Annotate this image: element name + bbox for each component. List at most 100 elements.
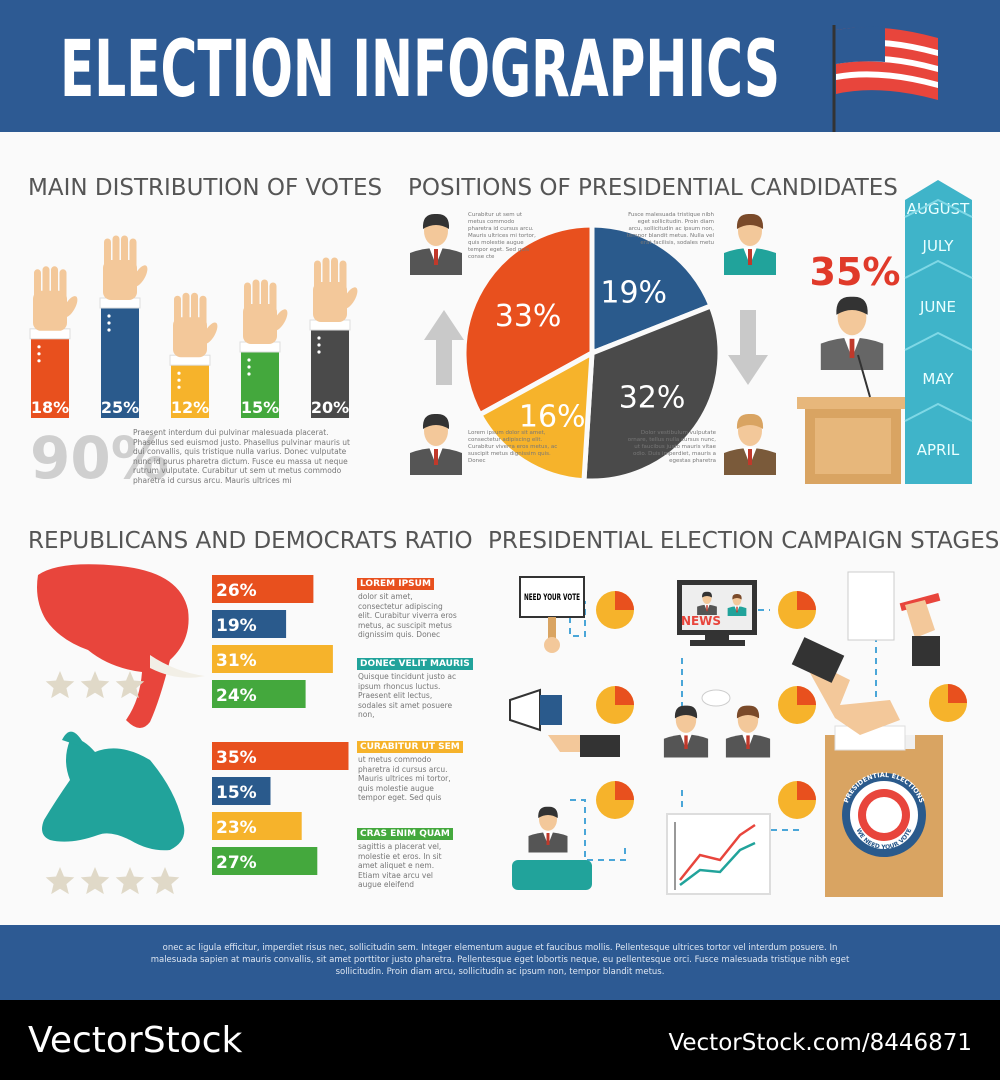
note-heading: LOREM IPSUM <box>357 578 434 590</box>
star <box>150 867 180 895</box>
podium <box>815 418 891 474</box>
campaign-stages <box>544 637 560 653</box>
section-title: POSITIONS OF PRESIDENTIAL CANDIDATES <box>408 175 898 201</box>
person-hair <box>422 413 450 429</box>
ratio-bar <box>212 847 318 875</box>
star <box>115 867 145 895</box>
ratio-bar <box>212 645 333 673</box>
person-hair <box>732 594 742 600</box>
arrows <box>424 310 768 385</box>
campaign-stages <box>580 735 620 757</box>
sleeve-button <box>317 336 321 340</box>
watermark: VectorStock.com/8446871 <box>668 1030 972 1056</box>
sleeve-button <box>107 321 111 325</box>
pie-slice <box>589 222 715 357</box>
mini-pie-wedge <box>948 684 967 703</box>
ratio-label: 26% <box>216 581 257 601</box>
donkey <box>62 731 86 748</box>
month-label: JUNE <box>919 298 956 316</box>
palm <box>103 260 137 300</box>
vote-bar <box>31 338 69 418</box>
sleeve-button <box>107 328 111 332</box>
footer-text: onec ac ligula efficitur, imperdiet risu… <box>150 943 850 977</box>
vote-bar <box>311 330 349 418</box>
campaign-stages <box>548 617 556 647</box>
palm <box>173 317 207 358</box>
stars <box>45 671 180 895</box>
mini-pies <box>596 591 967 819</box>
person-hair <box>736 213 764 229</box>
vote-label: 12% <box>171 398 209 417</box>
campaign-stages <box>679 841 756 886</box>
sign-text: NEED YOUR VOTE <box>524 593 580 603</box>
mini-pie-wedge <box>615 591 634 610</box>
flag <box>836 39 938 88</box>
ratio-label: 15% <box>216 783 257 803</box>
person-tie <box>434 249 438 265</box>
note-text: sagittis a placerat vel, molestie et ero… <box>358 842 442 889</box>
finger <box>269 282 277 317</box>
total-label: 90% <box>30 424 169 492</box>
person-hair <box>538 806 558 818</box>
finger <box>104 238 111 273</box>
ratio-label: 31% <box>216 651 257 671</box>
ratio-chart: 26% 19% 31% 24% 35% 15% 23% 27% <box>212 575 349 875</box>
finger <box>59 269 67 304</box>
finger <box>51 266 58 301</box>
note-text: dolor sit amet, consectetur adipiscing e… <box>358 592 457 639</box>
person-hair <box>702 591 712 598</box>
section-title: PRESIDENTIAL ELECTION CAMPAIGN STAGES <box>488 528 999 554</box>
thumb <box>342 287 358 309</box>
person-tie <box>748 249 752 265</box>
person-tie <box>746 735 750 749</box>
pie-chart: 33% 19% 32% 16% <box>461 222 723 484</box>
ratio-bar <box>212 812 302 840</box>
person-tie <box>849 338 855 358</box>
vote-label: 20% <box>311 398 349 417</box>
thumb <box>132 265 148 287</box>
elephant <box>37 564 189 729</box>
campaign-stages <box>905 600 935 638</box>
person-hair <box>736 705 760 719</box>
mini-pie-wedge <box>615 686 634 705</box>
thumb <box>272 309 288 331</box>
star <box>80 671 110 699</box>
note-heading: CURABITUR UT SEM <box>357 741 463 753</box>
campaign-stages <box>791 637 845 683</box>
finger <box>42 266 50 301</box>
campaign-stages <box>701 689 731 707</box>
person-hair <box>674 705 698 719</box>
ratio-label: 19% <box>216 616 257 636</box>
sleeve-button <box>177 378 181 382</box>
section-title: MAIN DISTRIBUTION OF VOTES <box>28 175 382 201</box>
finger <box>339 260 347 295</box>
pie-label: 32% <box>619 381 686 416</box>
news-label: NEWS <box>681 614 721 628</box>
vote-label: 18% <box>31 398 69 417</box>
mini-pie-wedge <box>615 781 634 800</box>
mini-pie-wedge <box>797 686 816 705</box>
person-tie <box>684 735 688 749</box>
donkey <box>42 738 185 851</box>
note-heading: DONEC VELIT MAURIS <box>357 658 473 670</box>
sleeve-button <box>37 359 41 363</box>
highlight: 35% <box>810 250 901 294</box>
timeline-column <box>905 180 972 484</box>
campaign-stages: NEED YOUR VOTE NEWS PRESIDENTIAL ELECTIO… <box>509 571 943 897</box>
footer-band <box>0 925 1000 1000</box>
finger <box>261 279 268 314</box>
pie-slice <box>581 302 723 484</box>
finger <box>331 257 338 292</box>
note-text: ut metus commodo pharetra id cursus arcu… <box>358 755 451 802</box>
flag <box>836 26 885 64</box>
podium <box>797 397 909 484</box>
palm <box>33 290 67 331</box>
finger <box>121 235 128 270</box>
campaign-stages <box>540 695 562 725</box>
elephant <box>37 564 205 729</box>
month-timeline: AUGUST JULY JUNE MAY APRIL <box>904 180 973 484</box>
vote-bar <box>241 352 279 418</box>
ratio-bar <box>212 680 306 708</box>
